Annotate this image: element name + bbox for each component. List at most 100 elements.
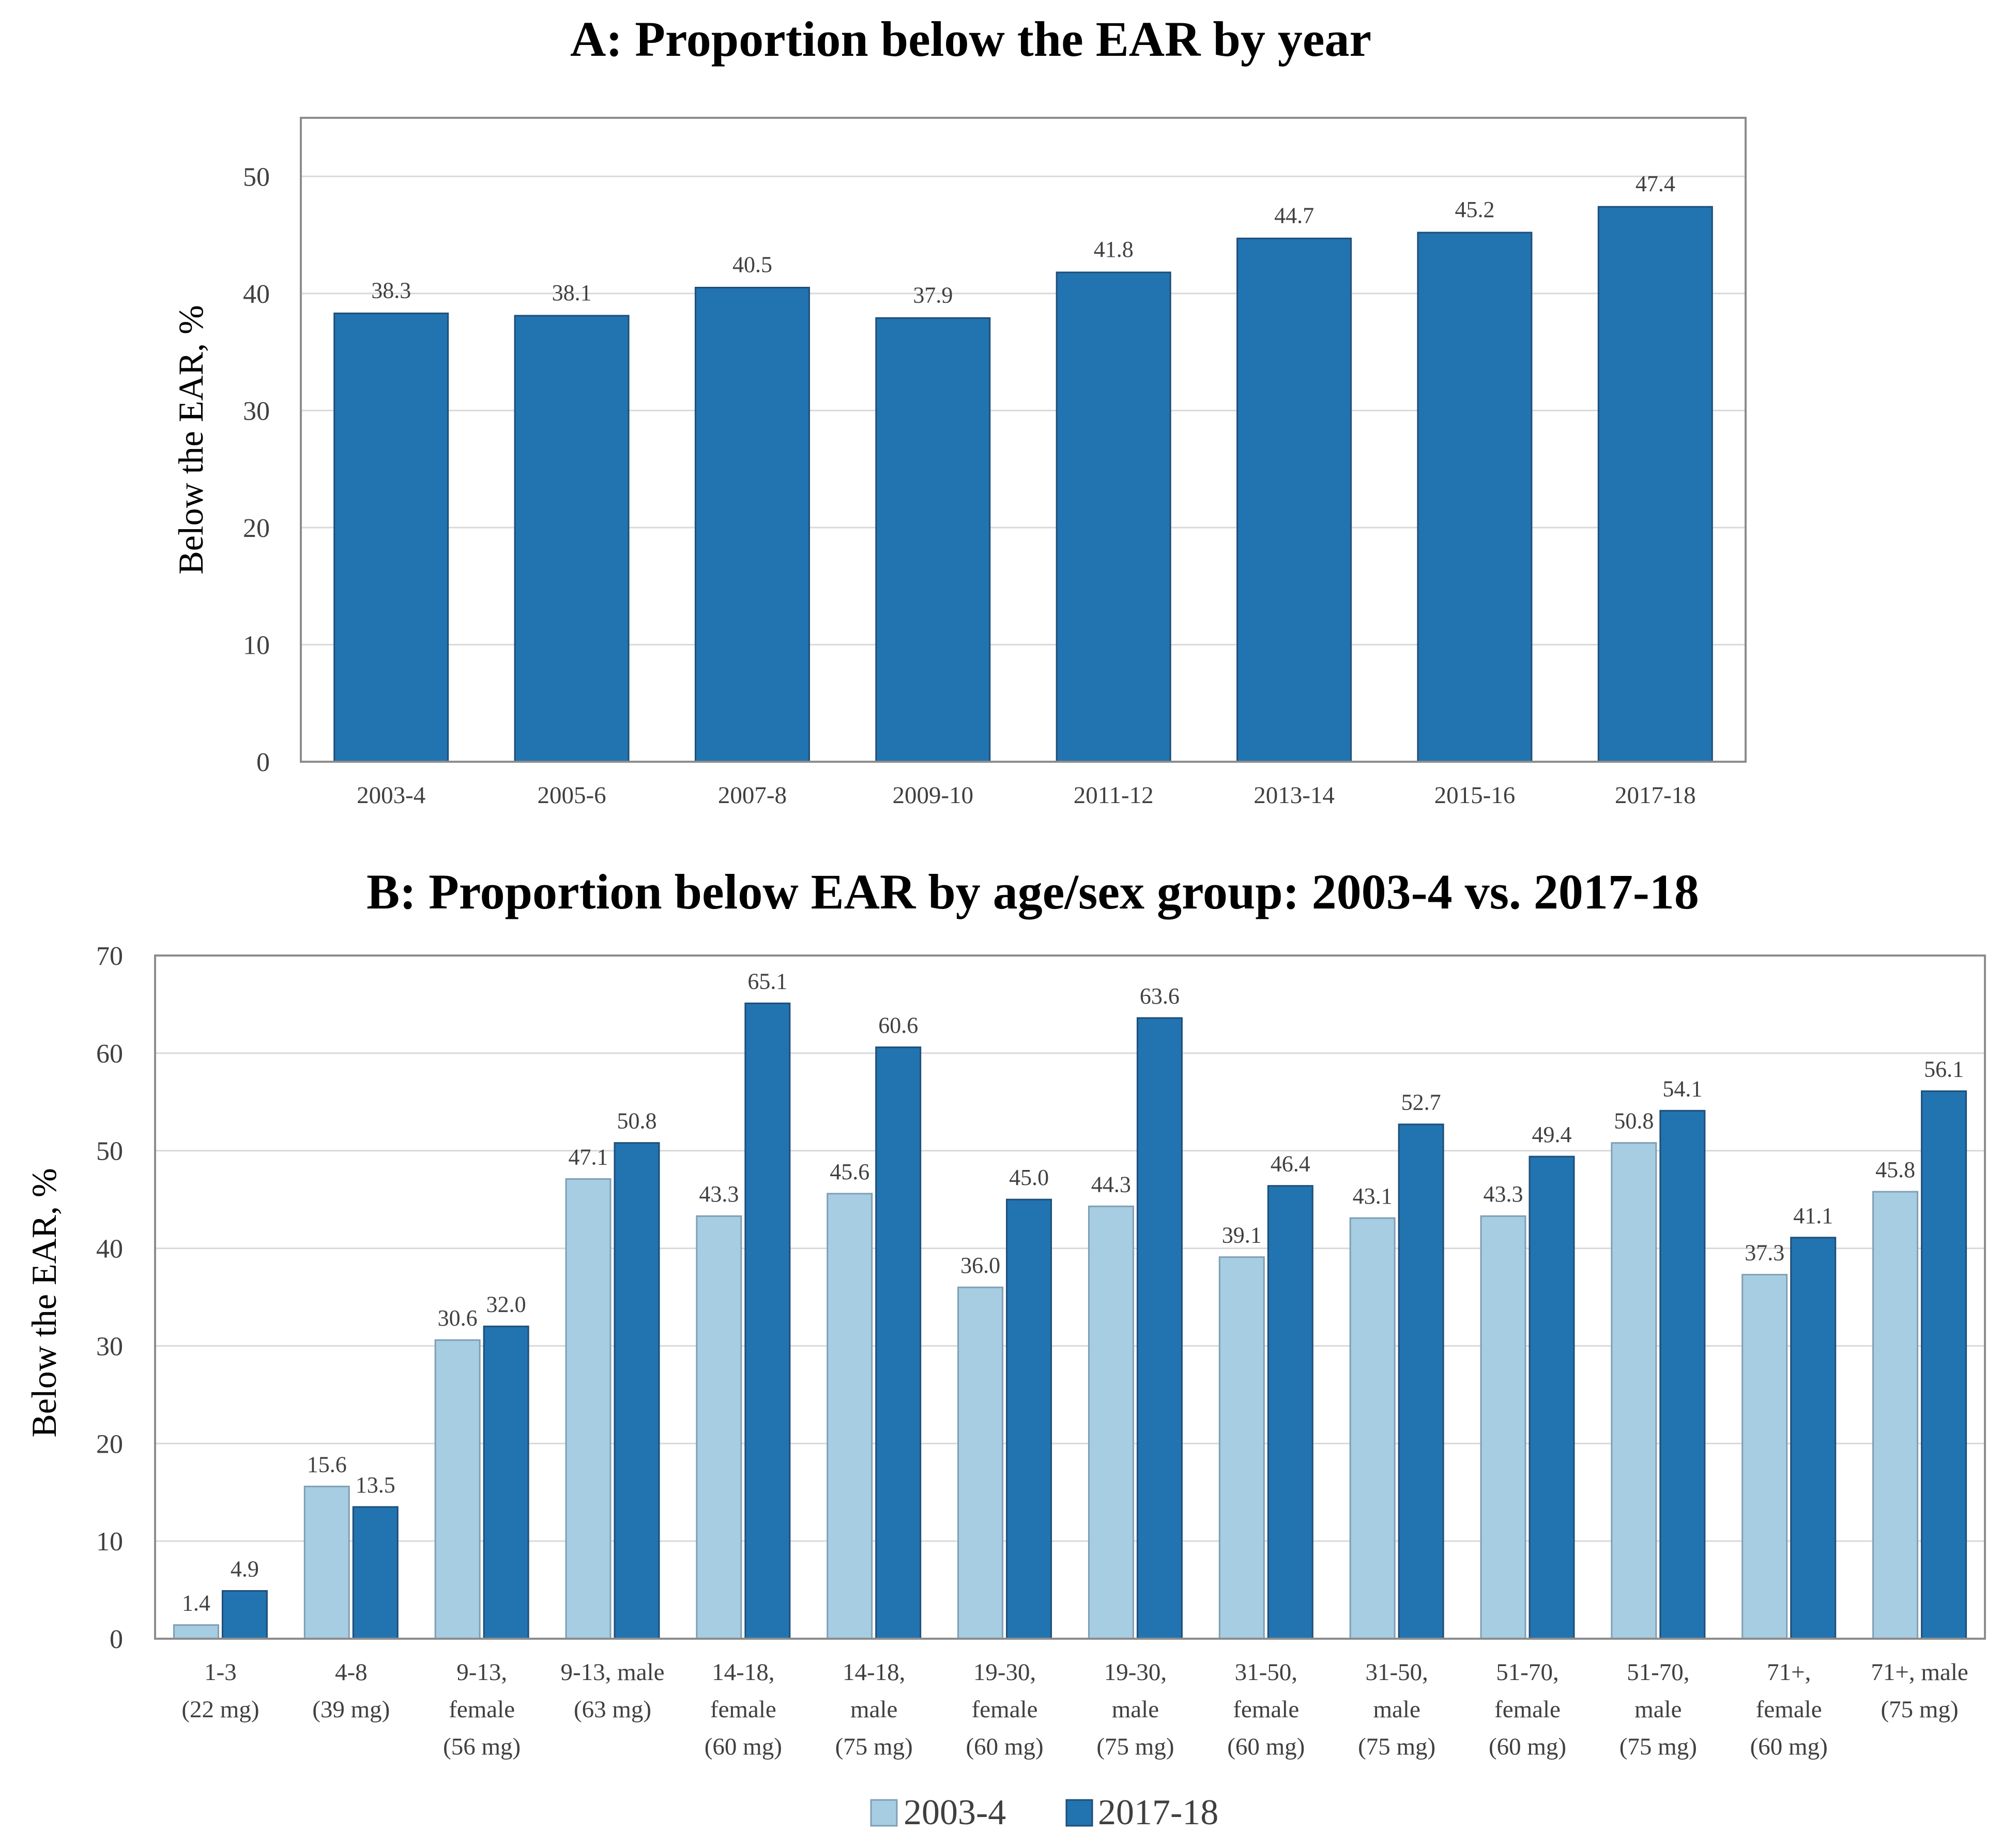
chart-b-x-category-label: female [1756,1696,1822,1723]
chart-b-bar-2017-18 [1006,1198,1052,1640]
chart-b-bar-2003-4 [173,1624,219,1640]
chart-a-x-category-label: 2015-16 [1434,782,1516,809]
chart-b-x-category-label: 14-18, [843,1659,905,1686]
chart-b-x-category-label: (56 mg) [443,1733,521,1760]
chart-b-x-category: 9-13, male (63 mg) [561,1659,665,1723]
chart-b-x-category-label: 71+, male [1871,1659,1968,1686]
chart-b-y-axis-label: Below the EAR, % [24,1168,64,1437]
chart-b-bar-2003-4 [303,1485,350,1640]
chart-b-data-label-2003-4: 30.6 [438,1305,478,1331]
chart-b-x-category: 71+, male (75 mg) [1871,1659,1968,1723]
chart-b-data-label-2003-4: 45.8 [1875,1157,1915,1182]
chart-a-x-category-label: 2003-4 [357,782,425,809]
chart-b-bar-2017-18 [744,1003,791,1640]
chart-b-x-category-label: (39 mg) [312,1696,390,1723]
chart-a-y-tick-label: 20 [243,514,270,543]
chart-b-x-category-label: 14-18, [712,1659,774,1686]
chart-b-data-label-2017-18: 32.0 [486,1292,526,1317]
chart-b-x-category-label: (75 mg) [1619,1733,1697,1760]
chart-b-x-category-label: male [1112,1696,1159,1723]
chart-a-bar [1056,271,1171,763]
chart-b-data-label-2017-18: 52.7 [1401,1090,1441,1115]
chart-b-data-label-2003-4: 1.4 [182,1591,210,1616]
chart-b-bar-2017-18 [614,1142,660,1640]
chart-b-data-label-2017-18: 60.6 [878,1013,918,1038]
chart-a-x-category-label: 2011-12 [1074,782,1154,809]
chart-a-x-category-label: 2005-6 [537,782,606,809]
chart-b-data-label-2003-4: 45.6 [830,1159,869,1184]
chart-b-y-tick-label: 60 [96,1039,123,1069]
chart-b-bar-2003-4 [565,1178,612,1640]
chart-b-x-categories: 1-3(22 mg)4-8(39 mg)9-13,female(56 mg)9-… [181,1659,1968,1760]
chart-b-data-label-2017-18: 13.5 [356,1472,395,1498]
chart-b-x-category: 14-18, male (75 mg) [835,1659,913,1760]
chart-b-bar-2003-4 [957,1286,1004,1640]
chart-b-data-label-2003-4: 44.3 [1091,1172,1131,1197]
chart-b-x-category: 51-70, male (75 mg) [1619,1659,1697,1760]
chart-b-x-category-label: (60 mg) [1750,1733,1828,1760]
chart-a-data-label: 40.5 [732,252,772,277]
chart-b-x-category-label: (75 mg) [1096,1733,1174,1760]
chart-b-bar-2017-18 [1790,1237,1837,1640]
legend-label-2017-18: 2017-18 [1098,1793,1218,1832]
chart-b-bar-2017-18 [1398,1123,1444,1640]
chart-a-y-axis-label: Below the EAR, % [171,305,210,574]
chart-b-x-category-label: female [449,1696,515,1723]
chart-b-x-category-label: male [850,1696,897,1723]
chart-b-bar-2017-18 [352,1506,399,1640]
chart-b-legend: 2003-4 2017-18 [870,1793,1218,1832]
chart-b-x-category-label: (75 mg) [835,1733,913,1760]
chart-b-x-category-label: female [972,1696,1038,1723]
chart-b-x-category-label: (75 mg) [1358,1733,1435,1760]
chart-b-x-category-label: 71+, [1767,1659,1811,1686]
chart-b-x-category-label: (60 mg) [1489,1733,1566,1760]
chart-a-data-label: 38.1 [552,280,592,305]
chart-b-bar-2003-4 [827,1193,873,1640]
chart-b-x-category: 9-13, female (56 mg) [443,1659,521,1760]
chart-b-x-category: 19-30, female (60 mg) [966,1659,1044,1760]
chart-b-y-tick-label: 70 [96,942,123,971]
chart-a-y-tick-label: 30 [243,396,270,426]
chart-b-x-category-label: 51-70, [1496,1659,1558,1686]
chart-b-y-ticks: 0 10 20 30 40 50 60 70 [96,942,123,1654]
chart-b-data-label-2017-18: 4.9 [231,1556,259,1581]
chart-a: A: Proportion below the EAR by year 38.3… [171,11,1747,809]
chart-b-x-category-label: male [1634,1696,1682,1723]
chart-b-bar-2003-4 [1872,1191,1919,1640]
chart-a-x-category-label: 2017-18 [1615,782,1696,809]
chart-b-bar-2017-18 [1921,1090,1967,1640]
chart-b-x-category-label: 19-30, [1104,1659,1167,1686]
chart-b-data-label-2003-4: 43.3 [1484,1181,1523,1207]
chart-b-bar-2003-4 [1480,1215,1526,1640]
chart-b-data-label-2003-4: 36.0 [960,1253,1000,1278]
chart-a-y-ticks: 0 10 20 30 40 50 [243,162,270,777]
chart-b-x-category: 4-8 (39 mg) [312,1659,390,1723]
chart-b-y-tick-label: 10 [96,1527,123,1557]
chart-b-x-category-label: female [710,1696,776,1723]
chart-b-x-category: 31-50, female (60 mg) [1227,1659,1305,1760]
chart-a-data-label: 45.2 [1455,197,1494,222]
chart-a-bars [333,206,1713,763]
chart-b-title: B: Proportion below EAR by age/sex group… [366,864,1699,919]
chart-b-x-category-label: (60 mg) [705,1733,782,1760]
chart-b-gridlines [155,1052,1985,1542]
chart-b-x-category: 14-18, female (60 mg) [705,1659,782,1760]
chart-b-x-category-label: 51-70, [1627,1659,1689,1686]
chart-a-x-category-label: 2009-10 [892,782,973,809]
chart-b-bar-2003-4 [1088,1205,1134,1640]
chart-b-data-label-2017-18: 49.4 [1532,1122,1572,1147]
chart-a-data-label: 41.8 [1094,237,1134,262]
chart-b-bar-2003-4 [696,1215,742,1640]
chart-b-data-label-2017-18: 46.4 [1271,1151,1310,1177]
chart-b-data-labels: 1.4 4.9 15.6 13.5 30.6 32.0 47.1 50.8 43.3 65.1 45… [182,969,1964,1616]
chart-b-x-category-label: 9-13, [456,1659,507,1686]
chart-b-x-category-label: 1-3 [204,1659,237,1686]
chart-b-x-category: 71+, female (60 mg) [1750,1659,1828,1760]
chart-b-data-label-2017-18: 63.6 [1140,983,1180,1009]
chart-b-x-category-label: male [1373,1696,1420,1723]
chart-b-x-category-label: (60 mg) [1227,1733,1305,1760]
chart-b-y-tick-label: 40 [96,1235,123,1264]
chart-a-y-tick-label: 0 [256,748,270,777]
chart-b-data-label-2017-18: 56.1 [1924,1057,1964,1082]
chart-b-y-tick-label: 0 [110,1625,123,1654]
